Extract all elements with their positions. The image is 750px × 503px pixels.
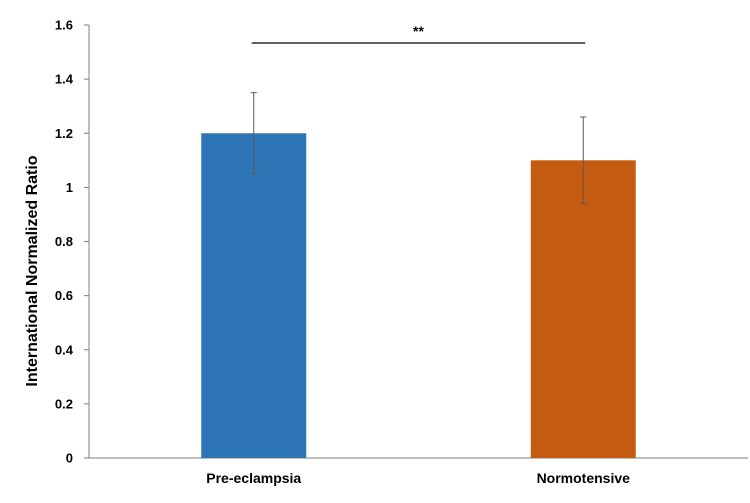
x-category-label: Pre-eclampsia <box>206 470 301 486</box>
bars <box>201 133 636 458</box>
bar-normotensive <box>530 160 636 458</box>
significance-annotation: ** <box>251 23 586 44</box>
y-tick-label: 0.6 <box>55 288 73 303</box>
x-category-label: Normotensive <box>537 470 631 486</box>
bar-pre-eclampsia <box>201 133 307 458</box>
y-tick-label: 1 <box>66 180 73 195</box>
y-tick-label: 0 <box>66 451 73 466</box>
x-axis: Pre-eclampsia Normotensive <box>89 457 748 486</box>
y-tick-label: 0.2 <box>55 396 73 411</box>
y-tick-label: 1.6 <box>55 18 73 33</box>
y-tick-label: 0.4 <box>55 342 74 357</box>
y-axis-title: International Normalized Ratio <box>24 155 41 386</box>
significance-label: ** <box>413 23 424 39</box>
error-bars <box>250 92 587 205</box>
y-axis: 0 0.2 0.4 0.6 0.8 1 1.2 1.4 1.6 <box>55 18 90 466</box>
y-tick-label: 1.2 <box>55 126 73 141</box>
y-tick-label: 1.4 <box>55 72 74 87</box>
y-tick-label: 0.8 <box>55 234 73 249</box>
